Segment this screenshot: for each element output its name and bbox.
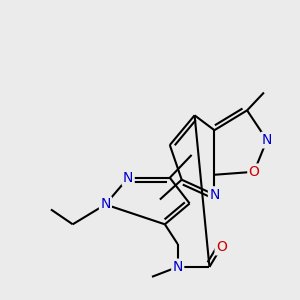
Text: N: N [209,188,220,202]
Text: N: N [172,260,183,274]
Text: N: N [123,171,134,185]
Text: N: N [100,197,111,212]
Text: N: N [262,133,272,147]
Text: O: O [249,165,260,179]
Text: O: O [216,240,227,254]
